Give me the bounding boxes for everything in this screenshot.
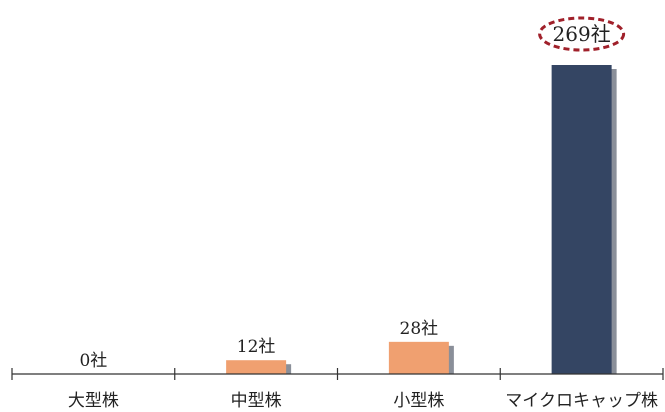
- bar-2: [226, 360, 287, 374]
- data-label: 28社: [400, 319, 439, 339]
- x-tick-label: 小型株: [393, 391, 444, 411]
- x-tick-label: 大型株: [68, 391, 119, 411]
- bar-3: [388, 341, 449, 374]
- bar-4: [551, 65, 612, 374]
- x-axis-ticks: [11, 368, 664, 380]
- x-axis-labels: 大型株 中型株 小型株 マイクロキャップ株: [68, 391, 658, 411]
- data-labels-layer: 0社 12社 28社 269社: [79, 16, 626, 371]
- x-tick-label: 中型株: [231, 391, 282, 411]
- data-label: 0社: [79, 351, 107, 371]
- highlight-callout-ring: [538, 16, 626, 52]
- data-label: 269社: [553, 22, 611, 46]
- bars-layer: [226, 65, 617, 374]
- x-tick-label: マイクロキャップ株: [505, 391, 658, 411]
- data-label: 12社: [237, 337, 276, 357]
